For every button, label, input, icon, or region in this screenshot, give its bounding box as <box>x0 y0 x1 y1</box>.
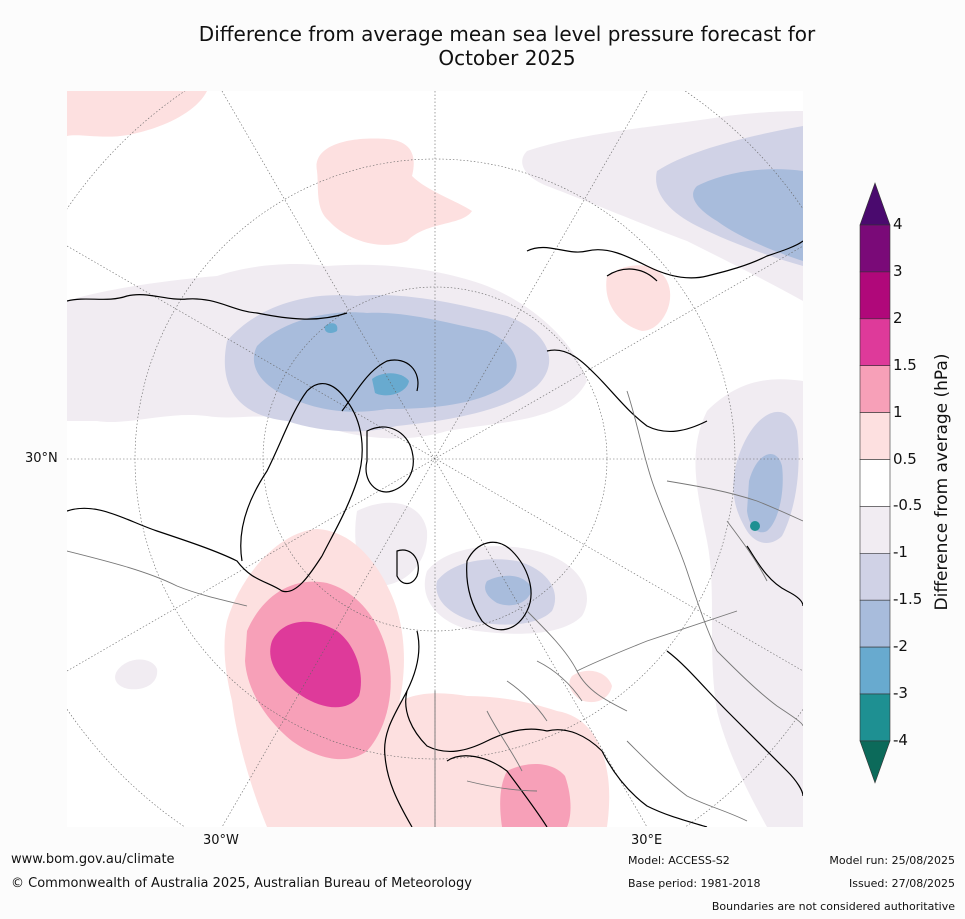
colorbar-extend-max <box>859 182 891 226</box>
colorbar-box <box>859 552 891 601</box>
colorbar-tick-label: -1 <box>893 543 908 562</box>
colorbar-tick-label: -1.5 <box>893 590 923 609</box>
colorbar-tick-label: 1.5 <box>893 355 917 374</box>
anomaly-positive-mediterranean-core <box>500 764 571 827</box>
colorbar-tick-label: -2 <box>893 637 908 656</box>
colorbar-tick-label: 2 <box>893 308 903 327</box>
graticule <box>67 91 803 827</box>
colorbar-box <box>859 506 891 554</box>
anomaly-shading <box>67 91 803 827</box>
lon-label-30e: 30°E <box>631 833 663 848</box>
colorbar-tick-label: 4 <box>893 215 903 233</box>
colorbar-tick-label: -3 <box>893 684 908 702</box>
title-line-1: Difference from average mean sea level p… <box>198 22 816 46</box>
colorbar-extend-min <box>859 740 891 784</box>
colorbar-box <box>859 365 891 413</box>
footer-copyright: © Commonwealth of Australia 2025, Austra… <box>11 876 472 891</box>
colorbar-box <box>859 318 891 367</box>
forecast-map <box>67 91 803 827</box>
colorbar-box <box>859 271 891 320</box>
anomaly-positive-nw <box>67 91 207 137</box>
anomaly-positive-mediterranean <box>387 693 610 827</box>
colorbar-box <box>859 224 891 273</box>
colorbar-box <box>859 693 891 742</box>
colorbar-title: Difference from average (hPa) <box>932 353 952 611</box>
colorbar-box <box>859 599 891 648</box>
footer-model: Model: ACCESS-S2 <box>628 854 730 867</box>
footer-issued: Issued: 27/08/2025 <box>848 877 955 890</box>
colorbar-box <box>859 459 891 507</box>
colorbar-box <box>859 646 891 695</box>
colorbar-tick-label: 3 <box>893 261 903 280</box>
map-canvas <box>67 91 803 827</box>
anomaly-peak-central-asia <box>750 521 760 531</box>
footer-website: www.bom.gov.au/climate <box>11 852 175 867</box>
anomaly-negative-scandinavia-core <box>485 575 532 606</box>
map-title: Difference from average mean sea level p… <box>0 22 965 70</box>
anomaly-positive-black-sea <box>569 670 612 703</box>
colorbar-tick-label: 1 <box>893 402 903 421</box>
anomaly-weak-negative-west <box>115 659 158 690</box>
colorbar-box <box>859 412 891 460</box>
coastlines <box>67 240 803 827</box>
anomaly-negative-central-asia-core <box>747 454 783 533</box>
colorbar <box>859 182 891 784</box>
anomaly-positive-arctic <box>316 138 472 245</box>
anomaly-negative-canada-peak-2 <box>324 323 338 334</box>
country-borders <box>67 390 803 827</box>
footer-model-run: Model run: 25/08/2025 <box>829 854 955 867</box>
title-line-2: October 2025 <box>438 46 576 70</box>
colorbar-tick-label: 0.5 <box>893 449 917 468</box>
anomaly-negative-canada-peak <box>372 373 409 396</box>
footer-base-period: Base period: 1981-2018 <box>628 877 761 890</box>
footer-disclaimer: Boundaries are not considered authoritat… <box>711 900 955 913</box>
lon-label-30w: 30°W <box>203 833 239 848</box>
lat-label-30n: 30°N <box>25 451 58 466</box>
anomaly-positive-barents <box>606 265 671 331</box>
anomaly-negative-siberia-core <box>693 169 803 261</box>
colorbar-tick-label: -4 <box>893 730 908 749</box>
colorbar-tick-label: -0.5 <box>893 496 923 515</box>
